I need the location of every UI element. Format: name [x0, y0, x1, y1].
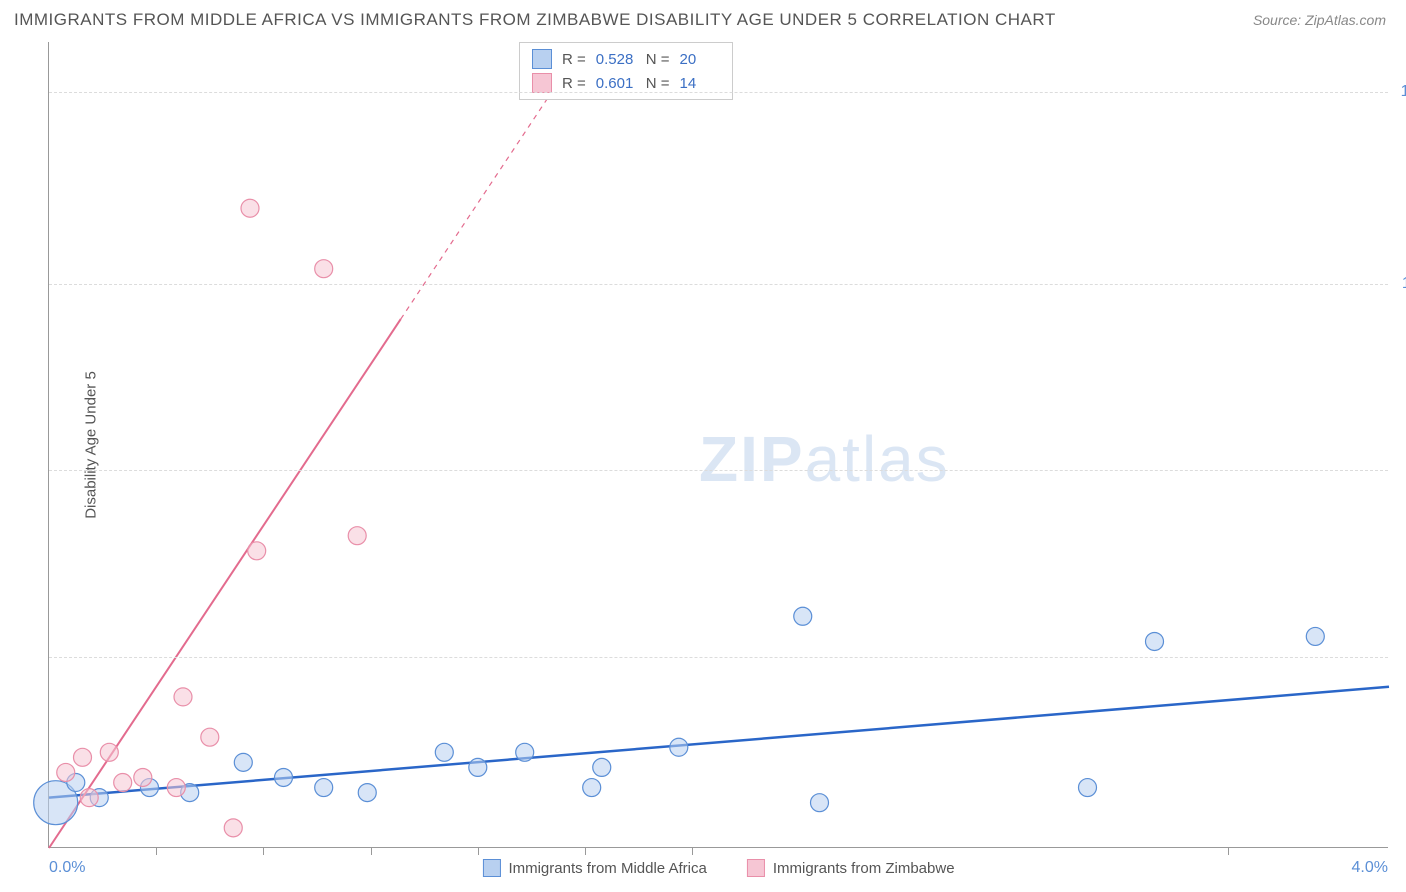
plot-area: Disability Age Under 5 ZIPatlas R =0.528…	[48, 42, 1388, 848]
data-point	[1146, 632, 1164, 650]
trend-line	[49, 319, 401, 848]
n-label: N =	[646, 51, 670, 68]
x-tick	[263, 847, 264, 855]
correlation-stats-box: R = 0.528 N = 20 R = 0.601 N = 14	[519, 42, 733, 100]
data-point	[593, 758, 611, 776]
legend-label: Immigrants from Middle Africa	[508, 860, 706, 877]
data-point	[1306, 627, 1324, 645]
grid-line	[49, 657, 1388, 658]
n-value: 14	[680, 75, 720, 92]
grid-line	[49, 92, 1388, 93]
source-attribution: Source: ZipAtlas.com	[1253, 12, 1386, 28]
data-point	[114, 774, 132, 792]
data-point	[794, 607, 812, 625]
r-value: 0.601	[596, 75, 636, 92]
data-point	[315, 260, 333, 278]
data-point	[201, 728, 219, 746]
stats-row: R = 0.601 N = 14	[532, 73, 720, 93]
legend-swatch	[747, 859, 765, 877]
chart-title: IMMIGRANTS FROM MIDDLE AFRICA VS IMMIGRA…	[14, 10, 1056, 30]
data-point	[57, 763, 75, 781]
data-point	[224, 819, 242, 837]
data-point	[134, 768, 152, 786]
x-axis-max-label: 4.0%	[1352, 859, 1388, 877]
data-point	[348, 527, 366, 545]
r-label: R =	[562, 75, 586, 92]
x-tick	[478, 847, 479, 855]
x-axis-min-label: 0.0%	[49, 859, 85, 877]
legend-item: Immigrants from Zimbabwe	[747, 859, 955, 877]
data-point	[100, 743, 118, 761]
r-value: 0.528	[596, 51, 636, 68]
x-axis-legend: Immigrants from Middle Africa Immigrants …	[482, 859, 954, 877]
x-tick	[692, 847, 693, 855]
x-tick	[1228, 847, 1229, 855]
legend-swatch	[532, 73, 552, 93]
data-point	[275, 768, 293, 786]
data-point	[241, 199, 259, 217]
data-point	[583, 779, 601, 797]
legend-swatch	[482, 859, 500, 877]
data-point	[469, 758, 487, 776]
trend-line-dashed	[401, 67, 569, 319]
data-point	[358, 784, 376, 802]
data-point	[516, 743, 534, 761]
data-point	[435, 743, 453, 761]
data-point	[74, 748, 92, 766]
data-point	[811, 794, 829, 812]
trend-line	[49, 687, 1389, 798]
y-tick-label: 15.0%	[1401, 83, 1406, 101]
n-value: 20	[680, 51, 720, 68]
data-point	[315, 779, 333, 797]
x-tick	[585, 847, 586, 855]
legend-label: Immigrants from Zimbabwe	[773, 860, 955, 877]
data-point	[248, 542, 266, 560]
y-tick-label: 11.2%	[1402, 275, 1406, 293]
data-point	[670, 738, 688, 756]
data-point	[174, 688, 192, 706]
x-tick	[156, 847, 157, 855]
grid-line	[49, 284, 1388, 285]
legend-swatch	[532, 49, 552, 69]
data-point	[234, 753, 252, 771]
grid-line	[49, 470, 1388, 471]
stats-row: R = 0.528 N = 20	[532, 49, 720, 69]
data-point	[80, 789, 98, 807]
legend-item: Immigrants from Middle Africa	[482, 859, 706, 877]
n-label: N =	[646, 75, 670, 92]
data-point	[167, 779, 185, 797]
data-point	[1079, 779, 1097, 797]
plot-svg	[49, 42, 1388, 847]
r-label: R =	[562, 51, 586, 68]
x-tick	[371, 847, 372, 855]
